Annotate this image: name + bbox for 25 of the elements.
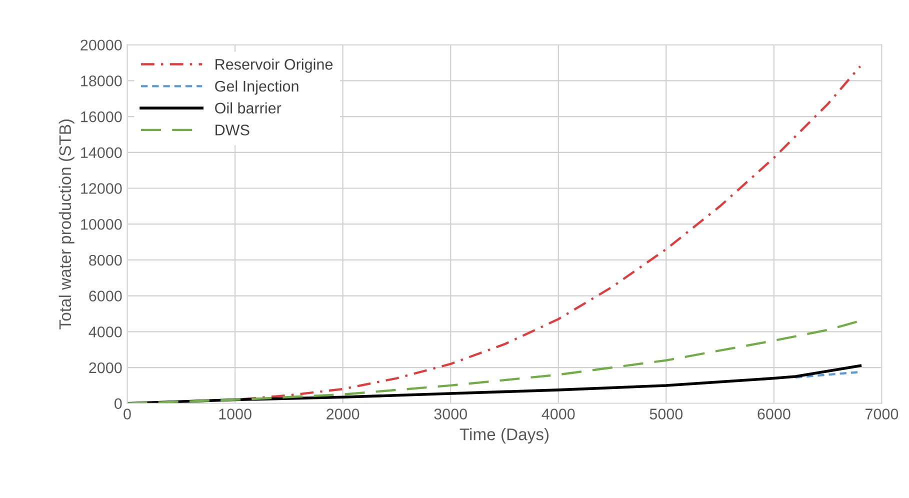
- x-tick-label: 7000: [866, 408, 898, 420]
- x-tick-label: 2000: [326, 408, 360, 420]
- x-tick-label: 3000: [434, 408, 467, 420]
- y-tick-label: 4000: [88, 326, 122, 338]
- y-tick-label: 2000: [89, 362, 122, 374]
- y-tick-label: 10000: [81, 218, 122, 230]
- y-tick-label: 20000: [80, 40, 122, 51]
- x-tick-label: 6000: [758, 408, 790, 420]
- x-tick-label: 1000: [219, 408, 252, 420]
- legend-label: Oil barrier: [215, 102, 282, 114]
- x-tick-label: 0: [124, 408, 131, 420]
- y-tick-label: 8000: [89, 254, 122, 266]
- x-tick-label: 4000: [542, 408, 575, 420]
- legend-label: Gel Injection: [215, 80, 298, 95]
- y-tick-label: 6000: [89, 290, 122, 302]
- y-tick-label: 18000: [81, 76, 122, 86]
- legend-label: Reservoir Origine: [216, 58, 333, 73]
- legend-label: DWS: [216, 124, 250, 136]
- x-axis-title: Time (Days): [460, 428, 549, 444]
- y-tick-label: 0: [114, 398, 122, 410]
- y-tick-label: 12000: [81, 183, 122, 194]
- y-axis-title: Total water production (STB): [58, 120, 74, 330]
- y-tick-label: 14000: [81, 147, 122, 158]
- x-tick-label: 5000: [650, 408, 683, 420]
- y-tick-label: 16000: [81, 111, 122, 122]
